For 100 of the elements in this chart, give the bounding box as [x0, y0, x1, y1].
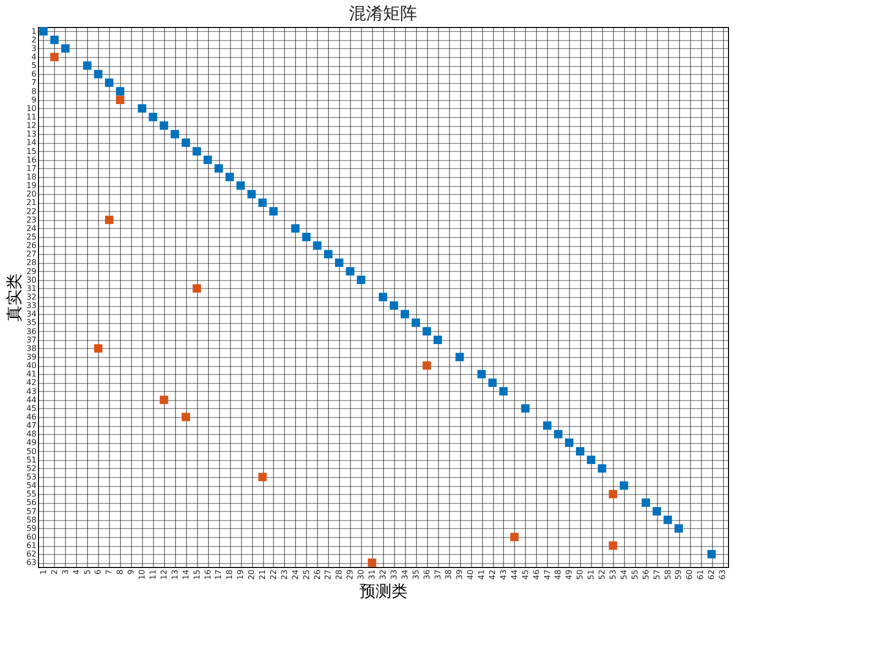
y-tick-label: 31 — [26, 284, 36, 293]
x-tick-label: 47 — [542, 570, 552, 580]
x-tick-label: 53 — [608, 570, 618, 580]
x-tick-label: 2 — [50, 570, 59, 575]
x-tick-label: 62 — [707, 570, 716, 580]
chart-title: 混淆矩阵 — [349, 4, 417, 24]
y-tick-label: 33 — [26, 301, 36, 310]
y-tick-label: 25 — [26, 232, 36, 242]
y-tick-label: 28 — [26, 258, 36, 268]
point — [543, 421, 552, 430]
point — [50, 52, 59, 62]
point — [94, 344, 102, 353]
point — [39, 27, 48, 36]
x-tick-label: 14 — [181, 570, 190, 580]
y-tick-label: 51 — [26, 455, 36, 464]
y-tick-label: 35 — [26, 318, 36, 328]
point — [422, 327, 431, 336]
point — [236, 181, 245, 190]
y-tick-label: 12 — [26, 121, 36, 130]
x-tick-label: 37 — [433, 570, 442, 580]
y-tick-label: 1 — [31, 26, 36, 36]
point — [608, 490, 618, 498]
x-tick-label: 13 — [170, 570, 180, 580]
point — [554, 430, 562, 438]
y-tick-label: 45 — [26, 404, 36, 413]
x-tick-label: 55 — [630, 570, 640, 580]
y-tick-label: 41 — [26, 370, 36, 379]
point — [105, 216, 114, 224]
y-tick-label: 56 — [26, 498, 36, 508]
y-tick-label: 57 — [26, 506, 36, 516]
x-tick-label: 35 — [411, 570, 420, 580]
y-tick-label: 60 — [26, 532, 36, 542]
y-tick-label: 54 — [26, 481, 36, 490]
point — [434, 336, 442, 344]
point — [335, 258, 344, 267]
y-tick-label: 61 — [26, 541, 36, 550]
point — [356, 276, 366, 284]
x-tick-label: 40 — [466, 570, 476, 580]
point — [477, 370, 486, 378]
x-tick-label: 20 — [247, 570, 256, 580]
point — [192, 147, 201, 156]
x-tick-label: 18 — [225, 570, 234, 580]
x-tick-label: 19 — [236, 570, 246, 580]
x-tick-label: 5 — [82, 570, 92, 575]
point — [105, 78, 114, 87]
y-tick-label: 47 — [26, 421, 36, 430]
x-tick-label: 16 — [203, 570, 212, 580]
x-tick-label: 56 — [641, 570, 650, 580]
y-tick-label: 9 — [31, 95, 36, 104]
x-tick-label: 50 — [576, 570, 585, 580]
y-tick-label: 43 — [26, 386, 36, 396]
y-tick-label: 8 — [31, 86, 36, 96]
point — [94, 70, 102, 78]
point — [608, 541, 618, 550]
x-tick-label: 61 — [696, 570, 706, 580]
point — [664, 516, 672, 524]
point — [247, 190, 256, 198]
x-tick-label: 57 — [652, 570, 662, 580]
point — [510, 532, 519, 542]
x-tick-label: 22 — [268, 570, 278, 580]
y-tick-label: 55 — [26, 490, 36, 499]
point — [182, 412, 190, 422]
y-tick-label: 7 — [31, 78, 36, 88]
point — [400, 310, 410, 318]
x-tick-label: 31 — [368, 570, 377, 580]
y-tick-label: 15 — [26, 146, 36, 156]
point — [598, 464, 606, 473]
y-tick-label: 13 — [26, 130, 36, 139]
x-tick-label: 44 — [510, 570, 519, 580]
y-tick-label: 48 — [26, 430, 36, 439]
point — [50, 36, 59, 44]
y-tick-label: 17 — [26, 164, 36, 173]
point — [138, 104, 146, 113]
y-tick-label: 38 — [26, 344, 36, 353]
x-tick-label: 43 — [498, 570, 508, 580]
x-tick-label: 59 — [674, 570, 684, 580]
y-tick-label: 42 — [26, 378, 36, 388]
point — [652, 507, 661, 516]
point — [390, 301, 398, 310]
point — [368, 558, 376, 567]
point — [324, 250, 332, 258]
point — [204, 156, 212, 164]
point — [620, 481, 628, 490]
x-tick-label: 27 — [324, 570, 333, 580]
x-tick-label: 54 — [619, 570, 628, 580]
point — [499, 387, 508, 396]
y-tick-label: 44 — [26, 395, 36, 404]
point — [61, 44, 70, 53]
x-tick-label: 36 — [422, 570, 432, 580]
y-tick-label: 4 — [31, 52, 36, 62]
y-tick-label: 3 — [31, 44, 36, 53]
x-tick-label: 26 — [312, 570, 322, 580]
point — [192, 284, 201, 293]
y-tick-label: 52 — [26, 464, 36, 473]
x-tick-label: 60 — [685, 570, 694, 580]
y-tick-label: 53 — [26, 472, 36, 482]
y-tick-label: 49 — [26, 438, 36, 448]
y-tick-label: 40 — [26, 361, 36, 370]
y-tick-label: 18 — [26, 172, 36, 182]
x-tick-label: 34 — [400, 570, 410, 580]
